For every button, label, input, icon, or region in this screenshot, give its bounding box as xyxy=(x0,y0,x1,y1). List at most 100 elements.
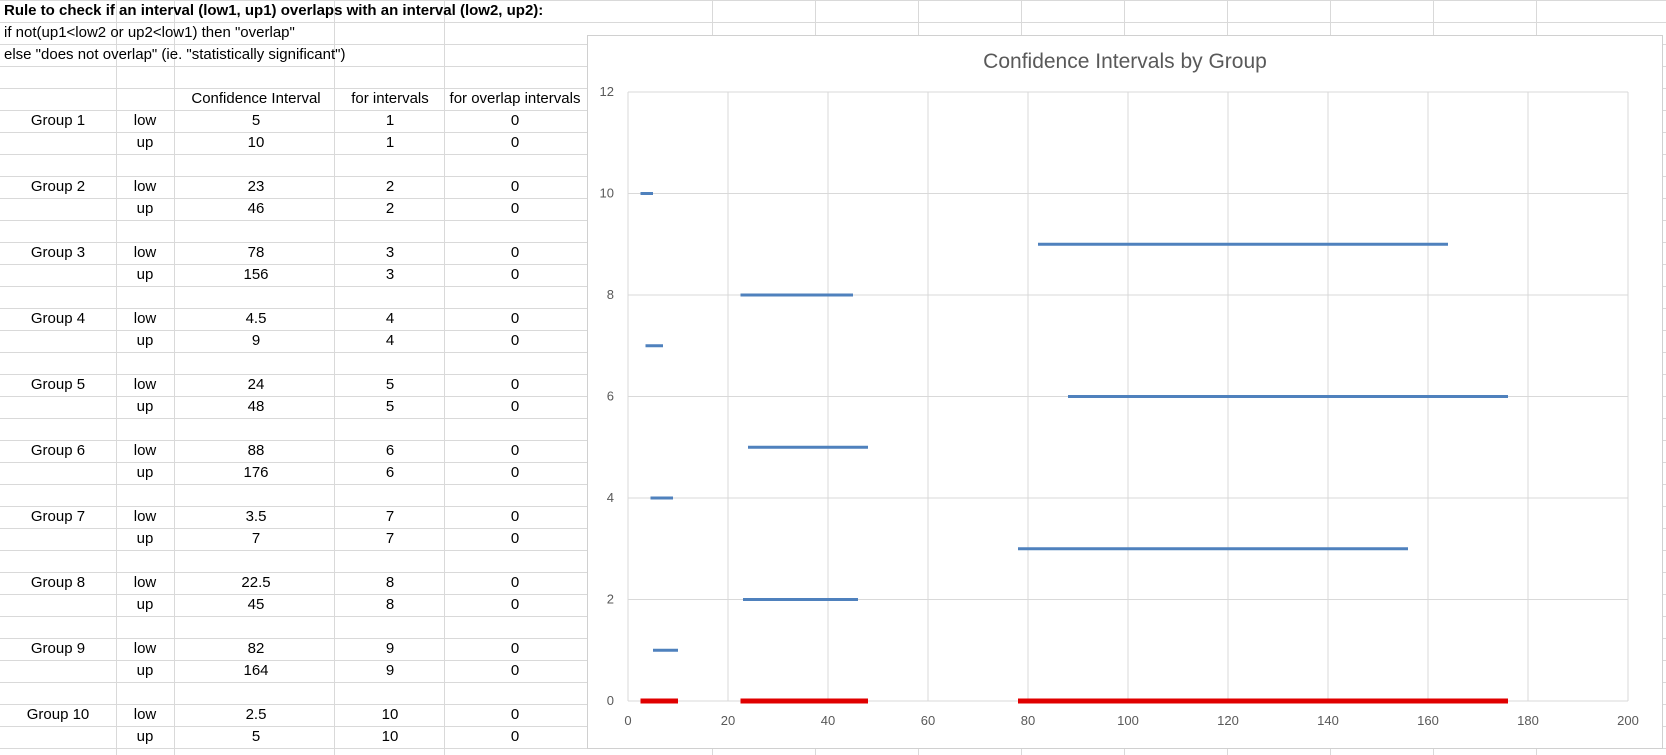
for-intervals-up[interactable]: 8 xyxy=(385,596,395,613)
ci-up-value[interactable]: 48 xyxy=(247,398,265,415)
group-name[interactable]: Group 5 xyxy=(30,376,86,393)
low-label[interactable]: low xyxy=(133,508,157,525)
x-tick-label: 120 xyxy=(1217,713,1239,728)
ci-up-value[interactable]: 45 xyxy=(247,596,265,613)
ci-up-value[interactable]: 5 xyxy=(251,728,261,745)
for-overlap-up[interactable]: 0 xyxy=(510,200,520,217)
up-label[interactable]: up xyxy=(136,464,154,481)
rule-line-2[interactable]: else "does not overlap" (ie. "statistica… xyxy=(4,46,346,63)
up-label[interactable]: up xyxy=(136,200,154,217)
for-intervals-up[interactable]: 6 xyxy=(385,464,395,481)
for-overlap-up[interactable]: 0 xyxy=(510,398,520,415)
for-overlap-low[interactable]: 0 xyxy=(510,442,520,459)
for-intervals-low[interactable]: 5 xyxy=(385,376,395,393)
for-overlap-low[interactable]: 0 xyxy=(510,112,520,129)
ci-low-value[interactable]: 3.5 xyxy=(245,508,267,525)
group-name[interactable]: Group 9 xyxy=(30,640,86,657)
ci-low-value[interactable]: 23 xyxy=(247,178,265,195)
ci-low-value[interactable]: 24 xyxy=(247,376,265,393)
for-overlap-up[interactable]: 0 xyxy=(510,332,520,349)
for-intervals-low[interactable]: 7 xyxy=(385,508,395,525)
chart[interactable]: Confidence Intervals by Group 0 20 40 60 80 1… xyxy=(587,35,1663,749)
x-tick-label: 140 xyxy=(1317,713,1339,728)
group-name[interactable]: Group 10 xyxy=(26,706,90,723)
up-label[interactable]: up xyxy=(136,398,154,415)
for-intervals-up[interactable]: 10 xyxy=(381,728,399,745)
ci-low-value[interactable]: 88 xyxy=(247,442,265,459)
for-overlap-low[interactable]: 0 xyxy=(510,508,520,525)
group-name[interactable]: Group 7 xyxy=(30,508,86,525)
for-overlap-low[interactable]: 0 xyxy=(510,178,520,195)
ci-up-value[interactable]: 9 xyxy=(251,332,261,349)
for-intervals-up[interactable]: 5 xyxy=(385,398,395,415)
up-label[interactable]: up xyxy=(136,728,154,745)
for-overlap-up[interactable]: 0 xyxy=(510,530,520,547)
low-label[interactable]: low xyxy=(133,706,157,723)
rule-title[interactable]: Rule to check if an interval (low1, up1)… xyxy=(4,2,544,19)
up-label[interactable]: up xyxy=(136,596,154,613)
y-tick-label: 2 xyxy=(607,592,614,607)
low-label[interactable]: low xyxy=(133,640,157,657)
low-label[interactable]: low xyxy=(133,178,157,195)
for-overlap-up[interactable]: 0 xyxy=(510,464,520,481)
low-label[interactable]: low xyxy=(133,376,157,393)
for-intervals-low[interactable]: 1 xyxy=(385,112,395,129)
group-name[interactable]: Group 1 xyxy=(30,112,86,129)
low-label[interactable]: low xyxy=(133,310,157,327)
ci-low-value[interactable]: 78 xyxy=(247,244,265,261)
low-label[interactable]: low xyxy=(133,574,157,591)
for-intervals-low[interactable]: 10 xyxy=(381,706,399,723)
up-label[interactable]: up xyxy=(136,530,154,547)
for-intervals-low[interactable]: 8 xyxy=(385,574,395,591)
ci-low-value[interactable]: 4.5 xyxy=(245,310,267,327)
ci-low-value[interactable]: 5 xyxy=(251,112,261,129)
header-confidence-interval[interactable]: Confidence Interval xyxy=(191,90,321,107)
group-name[interactable]: Group 3 xyxy=(30,244,86,261)
group-name[interactable]: Group 6 xyxy=(30,442,86,459)
for-overlap-low[interactable]: 0 xyxy=(510,706,520,723)
for-intervals-low[interactable]: 9 xyxy=(385,640,395,657)
for-overlap-low[interactable]: 0 xyxy=(510,244,520,261)
group-name[interactable]: Group 8 xyxy=(30,574,86,591)
up-label[interactable]: up xyxy=(136,134,154,151)
for-intervals-low[interactable]: 2 xyxy=(385,178,395,195)
up-label[interactable]: up xyxy=(136,266,154,283)
for-intervals-up[interactable]: 1 xyxy=(385,134,395,151)
header-for-overlap-intervals[interactable]: for overlap intervals xyxy=(449,90,581,107)
for-overlap-up[interactable]: 0 xyxy=(510,662,520,679)
for-overlap-low[interactable]: 0 xyxy=(510,640,520,657)
for-overlap-low[interactable]: 0 xyxy=(510,376,520,393)
ci-up-value[interactable]: 7 xyxy=(251,530,261,547)
ci-up-value[interactable]: 156 xyxy=(243,266,269,283)
for-intervals-low[interactable]: 3 xyxy=(385,244,395,261)
header-for-intervals[interactable]: for intervals xyxy=(351,90,429,107)
up-label[interactable]: up xyxy=(136,662,154,679)
for-intervals-up[interactable]: 2 xyxy=(385,200,395,217)
for-overlap-low[interactable]: 0 xyxy=(510,310,520,327)
ci-low-value[interactable]: 22.5 xyxy=(241,574,271,591)
rule-line-1[interactable]: if not(up1<low2 or up2<low1) then "overl… xyxy=(4,24,295,41)
low-label[interactable]: low xyxy=(133,442,157,459)
up-label[interactable]: up xyxy=(136,332,154,349)
group-name[interactable]: Group 2 xyxy=(30,178,86,195)
for-overlap-up[interactable]: 0 xyxy=(510,134,520,151)
ci-low-value[interactable]: 2.5 xyxy=(245,706,267,723)
ci-low-value[interactable]: 82 xyxy=(247,640,265,657)
for-intervals-low[interactable]: 6 xyxy=(385,442,395,459)
for-intervals-low[interactable]: 4 xyxy=(385,310,395,327)
for-intervals-up[interactable]: 7 xyxy=(385,530,395,547)
group-name[interactable]: Group 4 xyxy=(30,310,86,327)
for-intervals-up[interactable]: 9 xyxy=(385,662,395,679)
for-overlap-up[interactable]: 0 xyxy=(510,266,520,283)
ci-up-value[interactable]: 164 xyxy=(243,662,269,679)
for-intervals-up[interactable]: 3 xyxy=(385,266,395,283)
for-overlap-up[interactable]: 0 xyxy=(510,728,520,745)
ci-up-value[interactable]: 46 xyxy=(247,200,265,217)
ci-up-value[interactable]: 176 xyxy=(243,464,269,481)
for-intervals-up[interactable]: 4 xyxy=(385,332,395,349)
for-overlap-up[interactable]: 0 xyxy=(510,596,520,613)
ci-up-value[interactable]: 10 xyxy=(247,134,265,151)
for-overlap-low[interactable]: 0 xyxy=(510,574,520,591)
low-label[interactable]: low xyxy=(133,112,157,129)
low-label[interactable]: low xyxy=(133,244,157,261)
